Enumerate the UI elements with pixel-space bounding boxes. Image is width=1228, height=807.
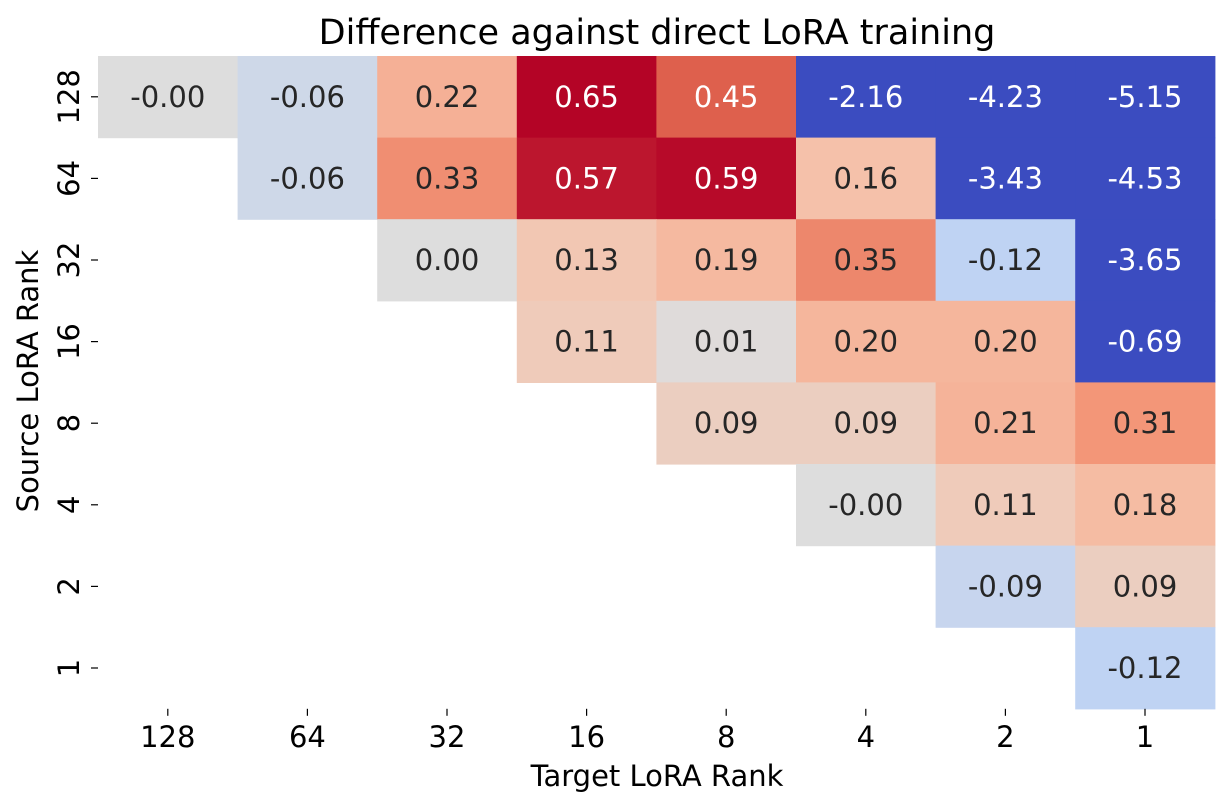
cell-value-label: 0.21 bbox=[973, 406, 1038, 440]
heatmap-cell bbox=[1075, 545, 1216, 628]
y-tick-label: 2 bbox=[52, 577, 86, 595]
heatmap-cell bbox=[935, 545, 1076, 628]
x-tick-label: 16 bbox=[568, 720, 605, 754]
cell-value-label: 0.01 bbox=[694, 325, 759, 359]
heatmap-cell bbox=[516, 56, 657, 139]
cell-value-label: -0.00 bbox=[130, 80, 205, 114]
cell-value-label: -5.15 bbox=[1107, 80, 1182, 114]
heatmap-cell bbox=[377, 56, 518, 139]
cell-value-label: 0.09 bbox=[1113, 569, 1178, 603]
chart-title: Difference against direct LoRA training bbox=[319, 13, 996, 53]
cell-value-label: 0.20 bbox=[973, 325, 1038, 359]
heatmap-cell bbox=[796, 464, 937, 547]
cell-value-label: -0.12 bbox=[968, 243, 1043, 277]
heatmap-cell bbox=[935, 382, 1076, 465]
heatmap-cell bbox=[516, 300, 657, 383]
y-tick-label: 128 bbox=[52, 69, 86, 124]
y-tick-label: 4 bbox=[52, 496, 86, 514]
heatmap-cell bbox=[98, 56, 239, 139]
heatmap-cell bbox=[935, 219, 1076, 302]
cell-value-label: 0.18 bbox=[1113, 488, 1178, 522]
heatmap-cell bbox=[796, 137, 937, 220]
y-tick-label: 16 bbox=[52, 323, 86, 360]
cell-value-label: -0.12 bbox=[1107, 651, 1182, 685]
heatmap-cell bbox=[237, 56, 378, 139]
x-tick-label: 8 bbox=[717, 720, 735, 754]
cell-value-label: 0.45 bbox=[694, 80, 759, 114]
cell-value-label: -0.09 bbox=[968, 569, 1043, 603]
heatmap-cell bbox=[377, 137, 518, 220]
cell-value-label: 0.33 bbox=[415, 161, 480, 195]
cell-value-label: 0.00 bbox=[415, 243, 480, 277]
heatmap-cell bbox=[935, 464, 1076, 547]
cell-value-label: 0.09 bbox=[694, 406, 759, 440]
y-tick-label: 8 bbox=[52, 414, 86, 432]
cell-value-label: 0.13 bbox=[554, 243, 619, 277]
cell-value-label: 0.65 bbox=[554, 80, 619, 114]
x-tick-label: 1 bbox=[1136, 720, 1154, 754]
y-tick-label: 1 bbox=[52, 659, 86, 677]
heatmap-cell bbox=[1075, 382, 1216, 465]
cell-value-label: -0.69 bbox=[1107, 325, 1182, 359]
heatmap-cell bbox=[1075, 137, 1216, 220]
x-tick-label: 2 bbox=[996, 720, 1014, 754]
heatmap-cell bbox=[796, 56, 937, 139]
heatmap-cell bbox=[656, 219, 797, 302]
heatmap-cell bbox=[935, 56, 1076, 139]
cell-value-label: -0.06 bbox=[270, 161, 345, 195]
cell-value-label: 0.59 bbox=[694, 161, 759, 195]
heatmap-cell bbox=[935, 137, 1076, 220]
cell-value-label: -0.06 bbox=[270, 80, 345, 114]
heatmap-cell bbox=[1075, 56, 1216, 139]
x-tick-label: 64 bbox=[289, 720, 326, 754]
heatmap-cell bbox=[656, 382, 797, 465]
cell-value-label: 0.16 bbox=[834, 161, 899, 195]
cell-value-label: 0.09 bbox=[834, 406, 899, 440]
heatmap-cells: -0.00 -0.06 0.22 0.65 0.45 -2.16 -4.23 -5.15 -0.… bbox=[98, 56, 1216, 710]
cell-value-label: 0.20 bbox=[834, 325, 899, 359]
heatmap-cell bbox=[935, 300, 1076, 383]
heatmap-cell bbox=[237, 137, 378, 220]
x-tick-label: 32 bbox=[429, 720, 466, 754]
cell-value-label: -4.23 bbox=[968, 80, 1043, 114]
cell-value-label: -3.65 bbox=[1107, 243, 1182, 277]
heatmap-cell bbox=[796, 382, 937, 465]
y-tick-label: 64 bbox=[52, 160, 86, 197]
y-axis-label: Source LoRA Rank bbox=[11, 249, 45, 512]
heatmap-cell bbox=[1075, 300, 1216, 383]
cell-value-label: -4.53 bbox=[1107, 161, 1182, 195]
y-axis-ticks: 128 64 32 16 8 4 2 1 bbox=[52, 69, 98, 677]
cell-value-label: 0.57 bbox=[554, 161, 619, 195]
heatmap-cell bbox=[377, 219, 518, 302]
cell-value-label: 0.22 bbox=[415, 80, 480, 114]
x-tick-label: 4 bbox=[857, 720, 875, 754]
heatmap-cell bbox=[796, 219, 937, 302]
cell-value-label: 0.19 bbox=[694, 243, 759, 277]
y-tick-label: 32 bbox=[52, 242, 86, 279]
heatmap-cell bbox=[516, 219, 657, 302]
heatmap-cell bbox=[656, 56, 797, 139]
cell-value-label: 0.11 bbox=[973, 488, 1038, 522]
cell-value-label: 0.31 bbox=[1113, 406, 1178, 440]
heatmap-cell bbox=[656, 300, 797, 383]
x-axis-label: Target LoRA Rank bbox=[530, 759, 784, 793]
heatmap-cell bbox=[1075, 219, 1216, 302]
heatmap-cell bbox=[1075, 627, 1216, 710]
heatmap-cell bbox=[1075, 464, 1216, 547]
cell-value-label: -2.16 bbox=[828, 80, 903, 114]
x-tick-label: 128 bbox=[140, 720, 195, 754]
cell-value-label: 0.35 bbox=[834, 243, 899, 277]
x-axis-ticks: 128 64 32 16 8 4 2 1 bbox=[140, 708, 1154, 754]
cell-value-label: -0.00 bbox=[828, 488, 903, 522]
heatmap-cell bbox=[656, 137, 797, 220]
cell-value-label: -3.43 bbox=[968, 161, 1043, 195]
heatmap-cell bbox=[516, 137, 657, 220]
heatmap-cell bbox=[796, 300, 937, 383]
cell-value-label: 0.11 bbox=[554, 325, 619, 359]
